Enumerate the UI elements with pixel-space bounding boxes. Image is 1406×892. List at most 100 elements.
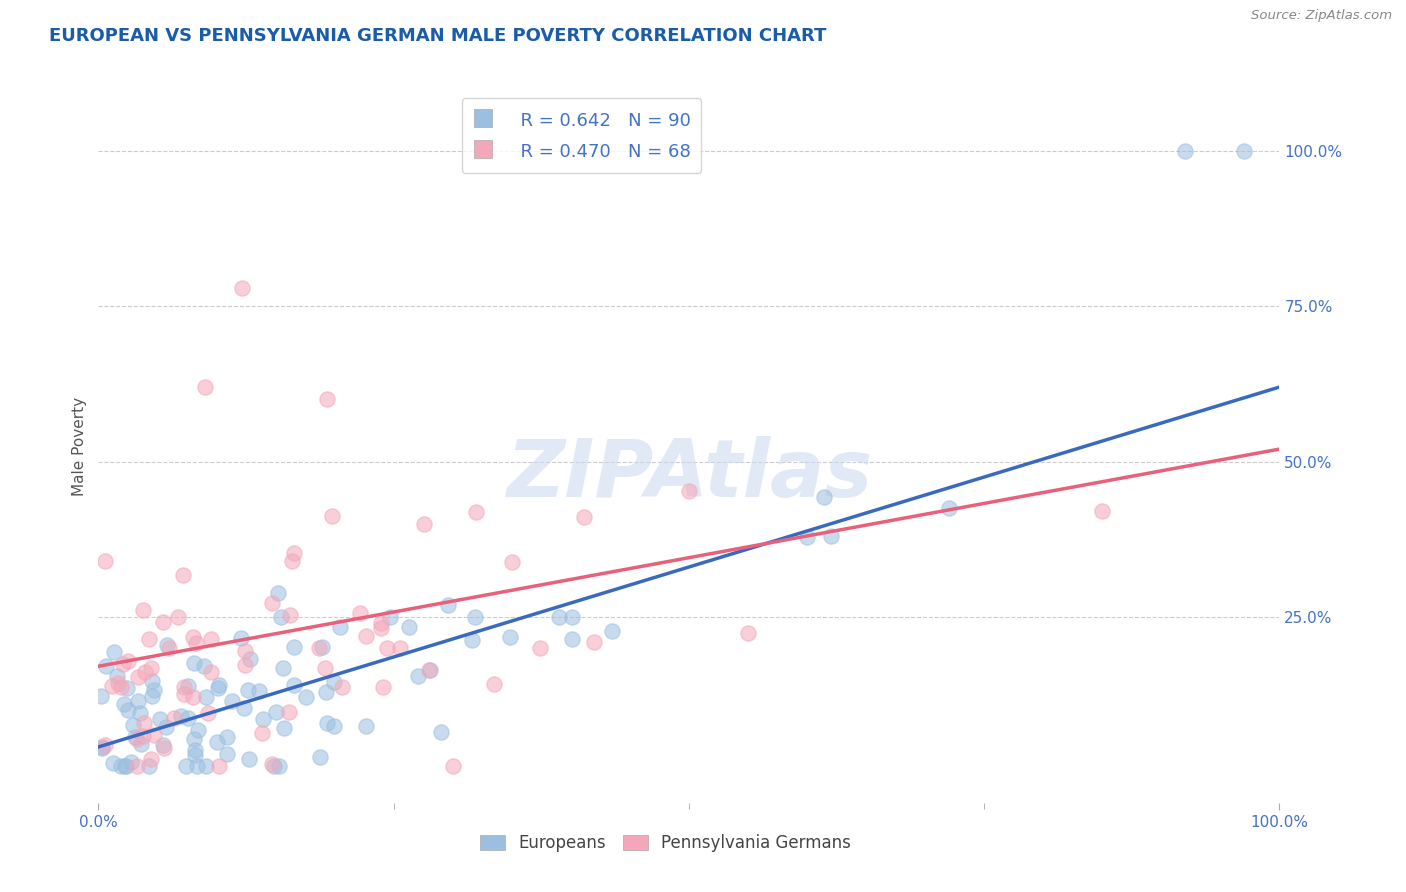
Point bbox=[260, 757, 283, 772]
Point bbox=[132, 603, 155, 617]
Point bbox=[124, 730, 146, 744]
Point bbox=[370, 621, 392, 635]
Point bbox=[208, 678, 231, 692]
Point bbox=[418, 663, 440, 677]
Point bbox=[600, 624, 623, 639]
Point bbox=[283, 640, 305, 654]
Point bbox=[155, 720, 177, 734]
Point bbox=[177, 711, 200, 725]
Point bbox=[101, 679, 124, 693]
Point bbox=[737, 625, 759, 640]
Point bbox=[283, 546, 305, 560]
Point bbox=[183, 731, 205, 746]
Point bbox=[264, 706, 287, 720]
Point bbox=[283, 678, 305, 692]
Point bbox=[349, 607, 371, 621]
Point bbox=[101, 756, 124, 770]
Point bbox=[356, 629, 378, 643]
Point bbox=[548, 609, 571, 624]
Point bbox=[114, 697, 136, 711]
Point bbox=[373, 680, 395, 694]
Point bbox=[181, 690, 204, 704]
Point bbox=[465, 505, 488, 519]
Point bbox=[122, 718, 145, 732]
Point bbox=[238, 751, 260, 765]
Point bbox=[139, 661, 162, 675]
Point bbox=[186, 758, 208, 772]
Point bbox=[138, 758, 160, 772]
Point bbox=[529, 640, 551, 655]
Point bbox=[127, 694, 149, 708]
Point bbox=[398, 620, 420, 634]
Point bbox=[139, 751, 162, 765]
Point bbox=[94, 554, 117, 568]
Point bbox=[308, 640, 330, 655]
Point bbox=[107, 675, 129, 690]
Point bbox=[262, 596, 284, 610]
Point bbox=[238, 683, 260, 698]
Point bbox=[138, 632, 160, 647]
Point bbox=[678, 484, 700, 499]
Point bbox=[194, 690, 217, 704]
Point bbox=[820, 529, 842, 543]
Point bbox=[315, 685, 337, 699]
Point bbox=[388, 640, 411, 655]
Point bbox=[281, 553, 304, 567]
Point bbox=[561, 609, 583, 624]
Point bbox=[132, 730, 155, 744]
Text: EUROPEAN VS PENNSYLVANIA GERMAN MALE POVERTY CORRELATION CHART: EUROPEAN VS PENNSYLVANIA GERMAN MALE POV… bbox=[49, 27, 827, 45]
Point bbox=[375, 640, 398, 655]
Point bbox=[233, 658, 256, 673]
Point bbox=[134, 715, 156, 730]
Legend: Europeans, Pennsylvania Germans: Europeans, Pennsylvania Germans bbox=[474, 828, 858, 859]
Point bbox=[143, 728, 166, 742]
Point bbox=[378, 609, 401, 624]
Point bbox=[430, 724, 453, 739]
Point bbox=[184, 747, 207, 762]
Point bbox=[156, 638, 179, 652]
Point bbox=[322, 674, 344, 689]
Point bbox=[173, 681, 195, 695]
Point bbox=[266, 586, 288, 600]
Point bbox=[273, 721, 295, 735]
Point bbox=[501, 555, 523, 569]
Point bbox=[173, 686, 195, 700]
Point bbox=[460, 633, 482, 648]
Point bbox=[813, 490, 835, 504]
Point bbox=[169, 709, 191, 723]
Text: Source: ZipAtlas.com: Source: ZipAtlas.com bbox=[1251, 9, 1392, 22]
Point bbox=[128, 706, 150, 721]
Point bbox=[252, 725, 274, 739]
Point bbox=[1091, 504, 1114, 518]
Point bbox=[110, 680, 132, 694]
Point bbox=[110, 758, 132, 772]
Point bbox=[231, 281, 253, 295]
Point bbox=[111, 657, 134, 672]
Point bbox=[153, 741, 176, 756]
Point bbox=[117, 654, 139, 668]
Point bbox=[330, 681, 353, 695]
Point bbox=[183, 657, 205, 671]
Point bbox=[311, 640, 333, 655]
Point bbox=[197, 706, 219, 720]
Point bbox=[107, 669, 129, 683]
Point bbox=[464, 609, 486, 624]
Point bbox=[263, 758, 285, 772]
Point bbox=[115, 758, 138, 772]
Point bbox=[572, 510, 595, 524]
Point bbox=[239, 651, 262, 665]
Point bbox=[321, 509, 343, 524]
Point bbox=[149, 712, 172, 726]
Point bbox=[221, 694, 243, 708]
Y-axis label: Male Poverty: Male Poverty bbox=[72, 396, 87, 496]
Point bbox=[437, 598, 460, 612]
Point bbox=[207, 681, 229, 695]
Point bbox=[215, 730, 238, 744]
Point bbox=[91, 740, 114, 755]
Point bbox=[229, 631, 252, 645]
Point bbox=[233, 644, 256, 658]
Point bbox=[114, 758, 136, 772]
Point bbox=[129, 737, 152, 751]
Point bbox=[314, 661, 336, 675]
Point bbox=[315, 716, 337, 731]
